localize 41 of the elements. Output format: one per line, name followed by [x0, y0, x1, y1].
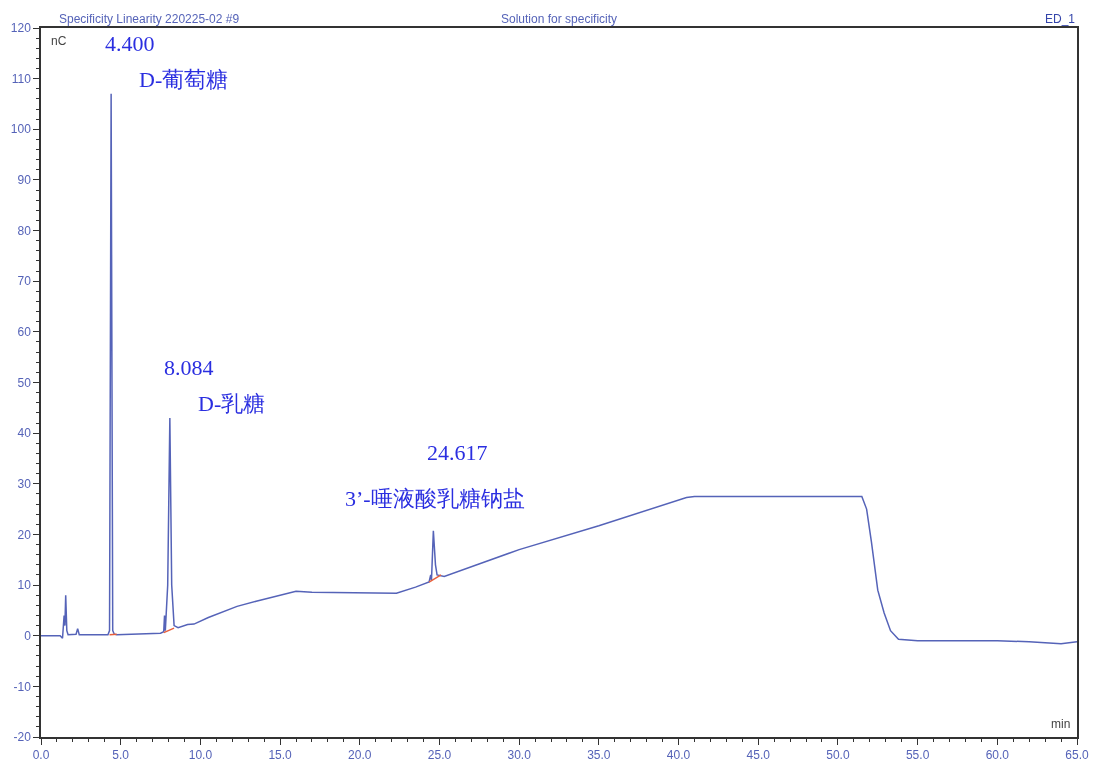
y-tick-label: 100	[10, 122, 32, 137]
y-tick-label: 50	[17, 375, 32, 390]
y-tick-label: 70	[17, 274, 32, 289]
x-tick-label: 20.0	[348, 748, 372, 763]
x-tick-label: 15.0	[268, 748, 293, 763]
y-tick-label: 60	[17, 325, 32, 340]
annotation: D-乳糖	[198, 391, 266, 416]
y-tick-label: 30	[17, 476, 32, 491]
line-series	[41, 93, 1077, 645]
y-axis-title: nC	[51, 34, 67, 48]
y-tick-label: 10	[17, 578, 32, 593]
x-tick-label: 5.0	[112, 748, 130, 763]
y-tick-label: 0	[24, 628, 32, 643]
x-axis-title: min	[1051, 717, 1071, 731]
x-tick-label: 10.0	[188, 748, 213, 763]
y-tick-label: 80	[17, 223, 32, 238]
annotation: 3’-唾液酸乳糖钠盐	[345, 486, 525, 511]
x-tick-label: 40.0	[666, 748, 691, 763]
y-tick-label: -20	[13, 730, 32, 745]
annotation: D-葡萄糖	[139, 67, 229, 92]
x-tick-label: 25.0	[427, 748, 452, 763]
annotation: 8.084	[164, 355, 214, 380]
annotation: 24.617	[427, 440, 488, 465]
text: ED_1	[1045, 12, 1076, 26]
y-tick-label: -10	[13, 679, 32, 694]
x-tick-label: 60.0	[985, 748, 1010, 763]
x-tick-label: 65.0	[1065, 748, 1089, 763]
x-tick-label: 0.0	[32, 748, 50, 763]
y-tick-label: 90	[17, 173, 32, 188]
x-tick-label: 50.0	[826, 748, 850, 763]
annotation: 4.400	[105, 31, 155, 56]
x-tick-label: 35.0	[587, 748, 611, 763]
y-tick-label: 120	[10, 21, 32, 36]
x-tick-label: 30.0	[507, 748, 532, 763]
chart-subtitle: Solution for specificity	[501, 12, 618, 26]
x-tick-label: 55.0	[905, 748, 930, 763]
x-tick-label: 45.0	[746, 748, 771, 763]
y-tick-label: 40	[17, 426, 32, 441]
y-tick-label: 110	[11, 71, 32, 86]
chart-title: Specificity Linearity 220225-02 #9	[59, 12, 240, 26]
y-tick-label: 20	[17, 527, 32, 542]
